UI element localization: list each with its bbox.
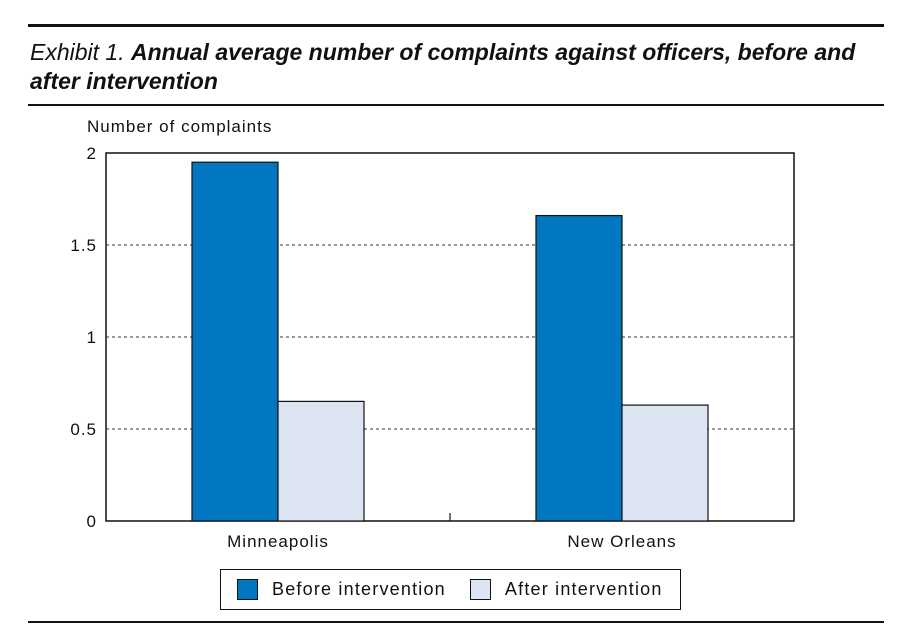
legend-label-after: After intervention bbox=[504, 579, 663, 599]
x-category-label: New Orleans bbox=[567, 532, 676, 551]
legend-swatch-after bbox=[469, 579, 491, 600]
title-prefix: Exhibit 1. bbox=[30, 39, 125, 65]
title-rule bbox=[28, 104, 884, 106]
bar-chart: 0 0.5 1 1.5 2 Minneapolis New Orleans Number o… bbox=[70, 117, 795, 551]
legend-swatch-before bbox=[237, 579, 258, 600]
legend-item-before: Before intervention bbox=[237, 579, 446, 600]
bar-after bbox=[621, 404, 709, 522]
bar-before bbox=[535, 214, 623, 522]
y-tick-label: 1 bbox=[87, 328, 97, 347]
legend-item-after: After intervention bbox=[469, 579, 663, 600]
x-category-label: Minneapolis bbox=[227, 532, 329, 551]
bottom-rule bbox=[28, 621, 884, 623]
title-main: Annual average number of complaints agai… bbox=[30, 39, 856, 94]
chart-layer: 0 0.5 1 1.5 2 Minneapolis New Orleans bbox=[70, 144, 795, 551]
y-axis-label: Number of complaints bbox=[87, 117, 272, 136]
y-tick-label: 0 bbox=[87, 512, 97, 531]
y-tick-label: 2 bbox=[87, 144, 97, 163]
bar-before bbox=[191, 161, 279, 522]
legend: Before intervention After intervention bbox=[220, 569, 681, 610]
legend-label-before: Before intervention bbox=[272, 579, 446, 599]
y-tick-label: 1.5 bbox=[70, 236, 97, 255]
top-rule bbox=[28, 24, 884, 27]
chart-title: Exhibit 1. Annual average number of comp… bbox=[30, 38, 870, 96]
y-tick-label: 0.5 bbox=[70, 420, 97, 439]
bar-after bbox=[277, 400, 365, 522]
